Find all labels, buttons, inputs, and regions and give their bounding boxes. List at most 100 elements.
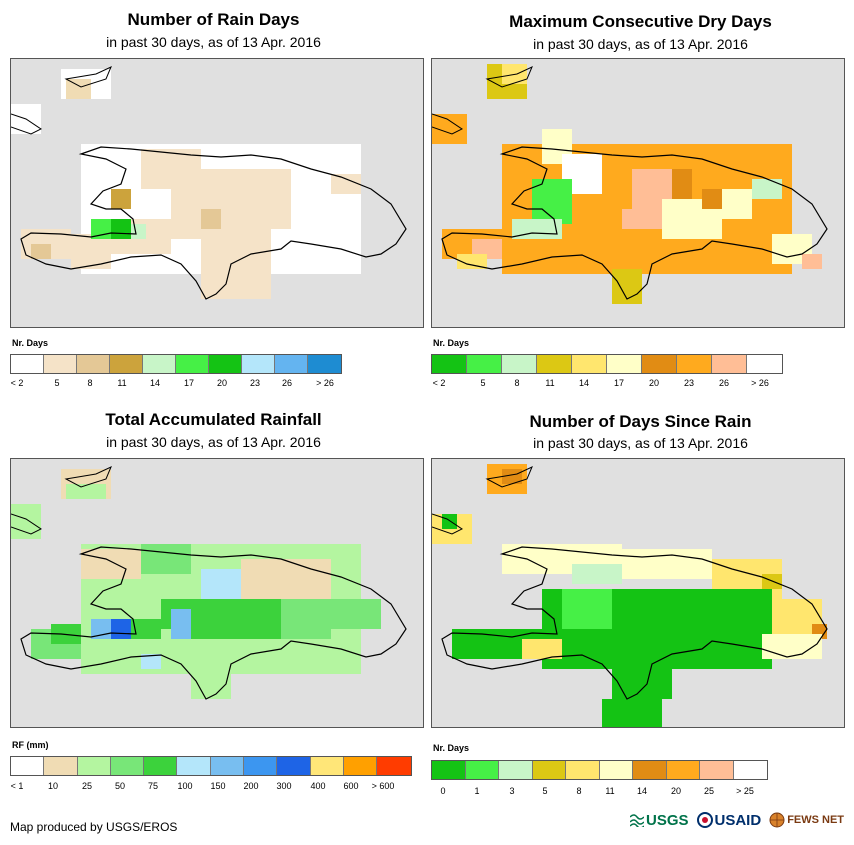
- panel-days-since-rain: Number of Days Since Rain in past 30 day…: [427, 400, 854, 810]
- legend-tick: 75: [147, 781, 159, 791]
- legend-tick: 300: [276, 781, 292, 791]
- legend-tick: 5: [480, 378, 486, 388]
- legend-tick: 0: [440, 786, 446, 796]
- legend-tick: 11: [545, 378, 555, 388]
- legend-tick: 200: [243, 781, 259, 791]
- legend-bar: [431, 354, 783, 374]
- legend-swatch: [177, 757, 211, 775]
- legend-tick: 14: [149, 378, 161, 388]
- legend-swatch: [733, 761, 767, 779]
- legend-swatch: [209, 355, 242, 373]
- legend-swatch: [572, 355, 607, 373]
- legend-swatch: [432, 761, 466, 779]
- legend-title: Nr. Days: [433, 743, 470, 753]
- legend-tick: 1: [474, 786, 480, 796]
- legend-swatch: [308, 355, 341, 373]
- legend-bar: [10, 756, 412, 776]
- legend-swatch: [110, 355, 143, 373]
- legend-swatch: [537, 355, 572, 373]
- map-svg: [432, 464, 828, 727]
- grid-cells: [11, 69, 361, 299]
- panel-title: Maximum Consecutive Dry Days: [509, 12, 772, 31]
- map-days-since-rain: [431, 458, 845, 728]
- panel-total-rainfall: Total Accumulated Rainfall in past 30 da…: [0, 400, 427, 810]
- legend-title: Nr. Days: [12, 338, 49, 348]
- legend-swatch: [44, 355, 77, 373]
- map-max-dry-days: [431, 58, 845, 328]
- legend-tick: > 25: [736, 786, 754, 796]
- legend-swatch: [277, 757, 311, 775]
- legend-tick: 3: [509, 786, 515, 796]
- legend-swatch: [747, 355, 782, 373]
- usgs-wave-icon: [630, 814, 644, 827]
- map-svg: [11, 466, 407, 700]
- legend-tick: > 600: [371, 781, 395, 791]
- panel-subtitle: in past 30 days, as of 13 Apr. 2016: [533, 435, 748, 451]
- legend-swatch: [599, 761, 633, 779]
- legend-tick: 17: [613, 378, 625, 388]
- legend-swatch: [210, 757, 245, 775]
- map-rain-days: [10, 58, 424, 328]
- legend-swatch: [275, 355, 308, 373]
- legend-tick: 11: [117, 378, 127, 388]
- legend-tick: 100: [177, 781, 193, 791]
- panel-max-dry-days: Maximum Consecutive Dry Days in past 30 …: [427, 0, 854, 410]
- fews-globe-icon: [769, 812, 785, 828]
- map-credit: Map produced by USGS/EROS: [10, 820, 178, 834]
- legend-swatch: [310, 757, 344, 775]
- legend-swatch: [566, 761, 600, 779]
- fews-net-logo: FEWS NET: [769, 812, 844, 828]
- legend-swatch: [532, 761, 566, 779]
- legend-tick: > 26: [316, 378, 334, 388]
- legend-swatch: [11, 355, 44, 373]
- legend-tick: 11: [605, 786, 615, 796]
- panel-subtitle: in past 30 days, as of 13 Apr. 2016: [533, 36, 748, 52]
- map-svg: [11, 66, 407, 300]
- legend-swatch: [11, 757, 45, 775]
- legend-tick: 8: [87, 378, 93, 388]
- map-total-rainfall: [10, 458, 424, 728]
- legend-title: Nr. Days: [433, 338, 470, 348]
- legend-tick: 26: [718, 378, 730, 388]
- legend-title: RF (mm): [12, 740, 49, 750]
- legend-tick: 25: [703, 786, 715, 796]
- legend-tick: 20: [670, 786, 682, 796]
- legend-swatch: [712, 355, 747, 373]
- legend-tick: > 26: [751, 378, 769, 388]
- legend-tick: 8: [514, 378, 520, 388]
- legend-tick: 8: [576, 786, 582, 796]
- usaid-logo-text: USAID: [714, 811, 762, 829]
- fews-logo-text: FEWS NET: [787, 814, 845, 826]
- usaid-logo: USAID: [696, 811, 762, 829]
- legend-swatch: [144, 757, 178, 775]
- grid-cells: [432, 464, 827, 727]
- legend-tick: 400: [310, 781, 326, 791]
- legend-tick: 20: [648, 378, 660, 388]
- panel-rain-days: Number of Rain Days in past 30 days, as …: [0, 0, 427, 410]
- legend-swatch: [176, 355, 209, 373]
- legend-swatch: [77, 355, 110, 373]
- legend-swatch: [110, 757, 145, 775]
- panel-title: Number of Days Since Rain: [529, 412, 752, 431]
- legend-swatch: [465, 761, 499, 779]
- legend-tick: 600: [343, 781, 359, 791]
- legend-tick: 150: [210, 781, 226, 791]
- legend-swatch: [677, 355, 712, 373]
- legend-swatch: [432, 355, 467, 373]
- legend-tick: 25: [81, 781, 93, 791]
- grid-cells: [432, 64, 822, 304]
- panel-title: Number of Rain Days: [127, 10, 300, 29]
- panel-subtitle: in past 30 days, as of 13 Apr. 2016: [106, 34, 321, 50]
- legend-tick: 14: [578, 378, 590, 388]
- usgs-logo: USGS: [630, 812, 689, 829]
- legend-swatch: [467, 355, 502, 373]
- legend-swatch: [607, 355, 642, 373]
- legend-tick: 20: [216, 378, 228, 388]
- legend-swatch: [377, 757, 411, 775]
- legend-bar: [10, 354, 342, 374]
- legend-tick: 23: [249, 378, 261, 388]
- legend-swatch: [77, 757, 111, 775]
- legend-swatch: [244, 757, 278, 775]
- usaid-seal-icon: [696, 812, 713, 828]
- legend-tick: 23: [683, 378, 695, 388]
